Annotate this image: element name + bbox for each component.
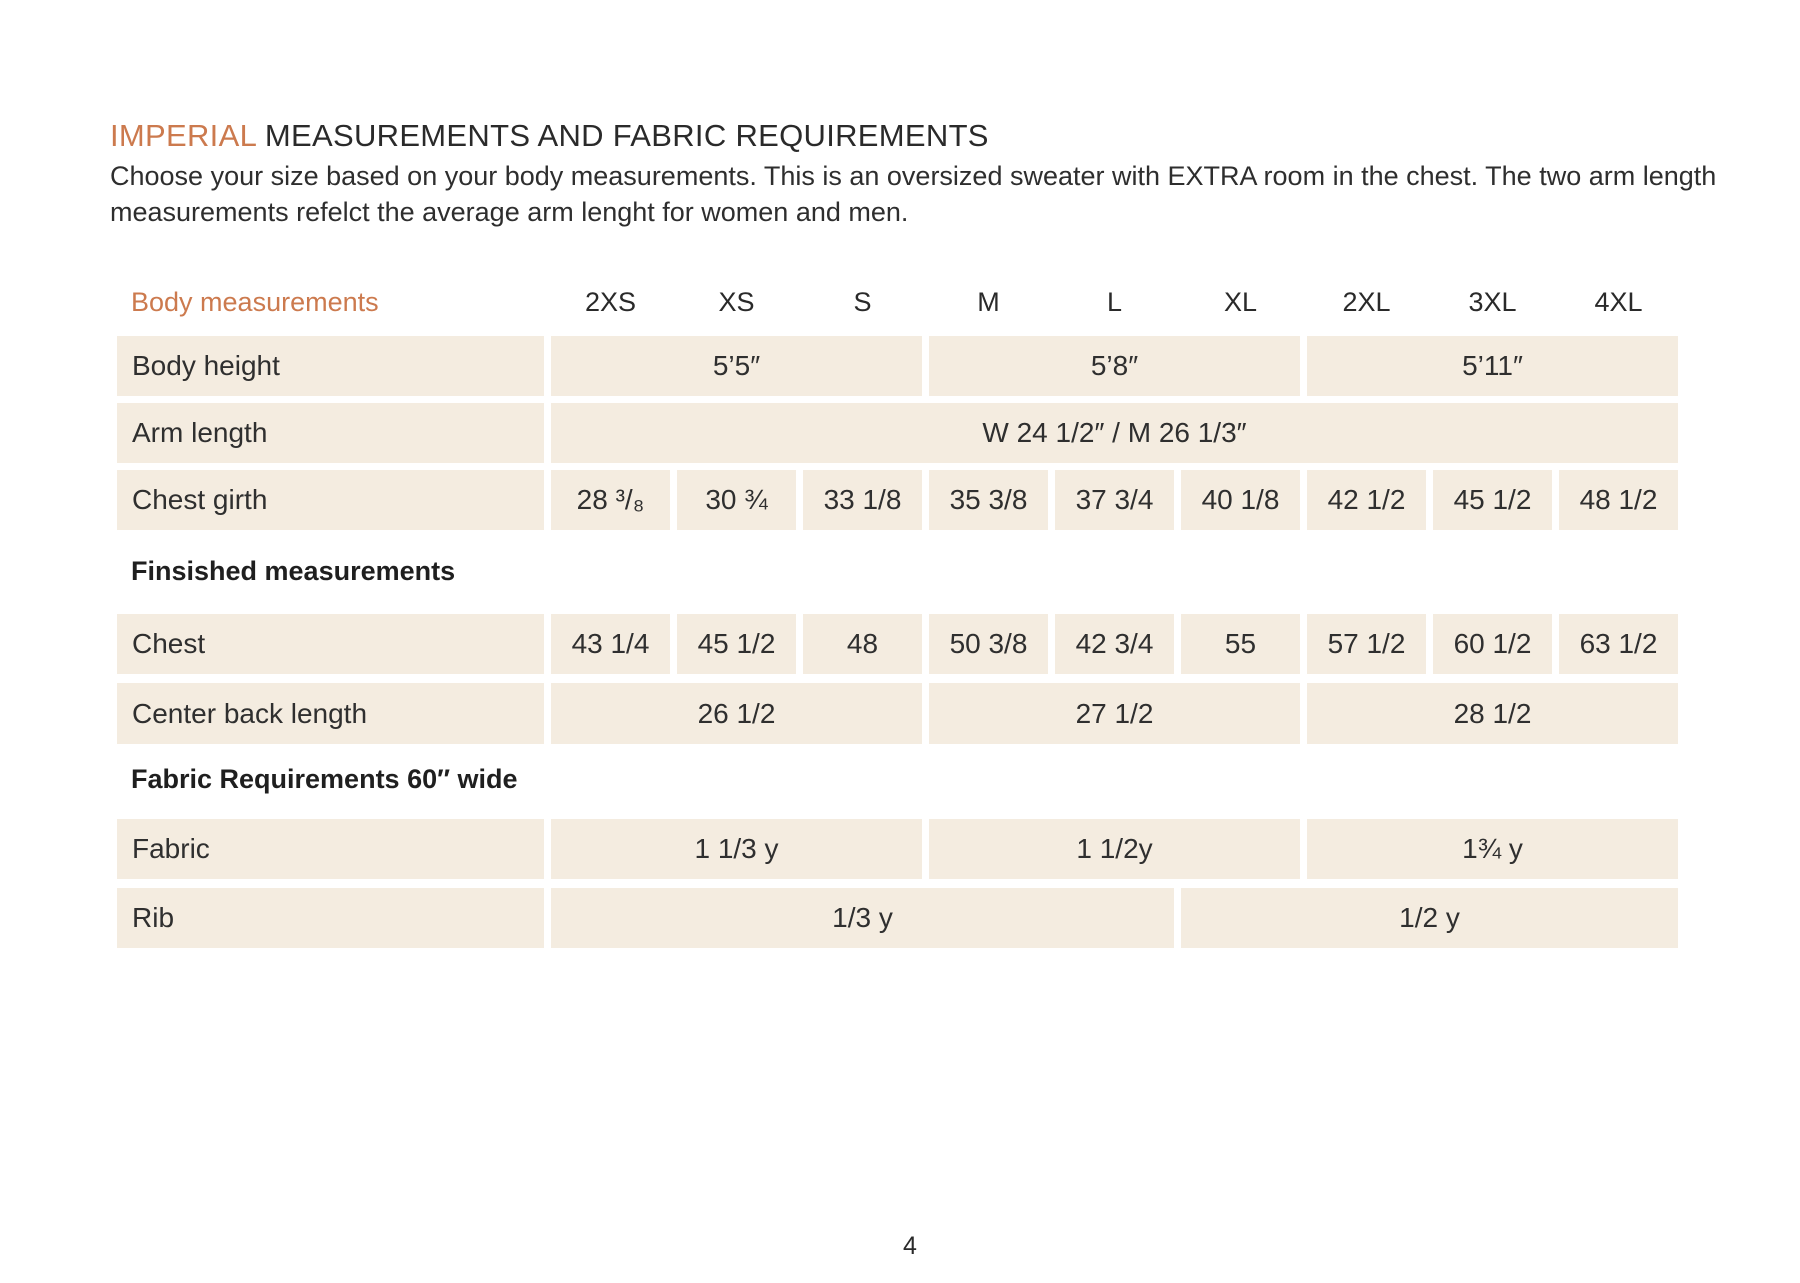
arm-length-value: W 24 1/2″ / M 26 1/3″	[551, 403, 1678, 463]
section-title-fabric: Fabric Requirements 60″ wide	[131, 764, 518, 794]
size-header-xl: XL	[1223, 287, 1258, 317]
chest-girth-xl: 40 1/8	[1181, 470, 1300, 530]
chest-3xl: 60 1/2	[1433, 614, 1552, 674]
size-header-2xs: 2XS	[584, 287, 637, 317]
size-header-3xl: 3XL	[1468, 287, 1517, 317]
fabric-small: 1 1/3 y	[551, 819, 922, 879]
chest-girth-xs: 30 ¾	[677, 470, 796, 530]
intro-paragraph: Choose your size based on your body meas…	[110, 161, 1717, 227]
section-title-finished: Finsished measurements	[131, 556, 456, 586]
center-back-small: 26 1/2	[551, 683, 922, 744]
heading-accent: IMPERIAL	[110, 118, 256, 153]
center-back-medium: 27 1/2	[929, 683, 1300, 744]
chest-xs: 45 1/2	[677, 614, 796, 674]
chest-s: 48	[803, 614, 922, 674]
row-label-arm-length: Arm length	[117, 403, 544, 463]
body-height-small: 5’5″	[551, 336, 922, 396]
chest-2xl: 57 1/2	[1307, 614, 1426, 674]
body-height-medium: 5’8″	[929, 336, 1300, 396]
chest-girth-2xl: 42 1/2	[1307, 470, 1426, 530]
row-label-center-back: Center back length	[117, 683, 544, 744]
size-header-xs: XS	[718, 287, 755, 317]
row-label-chest-girth: Chest girth	[117, 470, 544, 530]
table-header-label: Body measurements	[131, 287, 379, 317]
page-number: 4	[903, 1232, 917, 1260]
chest-4xl: 63 1/2	[1559, 614, 1678, 674]
chest-girth-2xs: 28 ³/₈	[551, 470, 670, 530]
chest-girth-m: 35 3/8	[929, 470, 1048, 530]
fabric-medium: 1 1/2y	[929, 819, 1300, 879]
chest-xl: 55	[1181, 614, 1300, 674]
size-header-m: M	[977, 287, 1000, 317]
size-header-4xl: 4XL	[1594, 287, 1643, 317]
size-header-s: S	[853, 287, 872, 317]
chest-girth-l: 37 3/4	[1055, 470, 1174, 530]
row-label-body-height: Body height	[117, 336, 544, 396]
row-label-chest: Chest	[117, 614, 544, 674]
row-label-rib: Rib	[117, 888, 544, 948]
heading-rest: MEASUREMENTS AND FABRIC REQUIREMENTS	[264, 118, 989, 153]
chest-girth-4xl: 48 1/2	[1559, 470, 1678, 530]
rib-large: 1/2 y	[1181, 888, 1678, 948]
size-header-2xl: 2XL	[1342, 287, 1391, 317]
chest-m: 50 3/8	[929, 614, 1048, 674]
fabric-large: 1¾ y	[1307, 819, 1678, 879]
page-heading: IMPERIAL MEASUREMENTS AND FABRIC REQUIRE…	[110, 118, 989, 154]
chest-girth-3xl: 45 1/2	[1433, 470, 1552, 530]
body-height-large: 5’11″	[1307, 336, 1678, 396]
chest-girth-s: 33 1/8	[803, 470, 922, 530]
row-label-fabric: Fabric	[117, 819, 544, 879]
chest-l: 42 3/4	[1055, 614, 1174, 674]
center-back-large: 28 1/2	[1307, 683, 1678, 744]
chest-2xs: 43 1/4	[551, 614, 670, 674]
size-header-l: L	[1106, 287, 1123, 317]
rib-small: 1/3 y	[551, 888, 1174, 948]
